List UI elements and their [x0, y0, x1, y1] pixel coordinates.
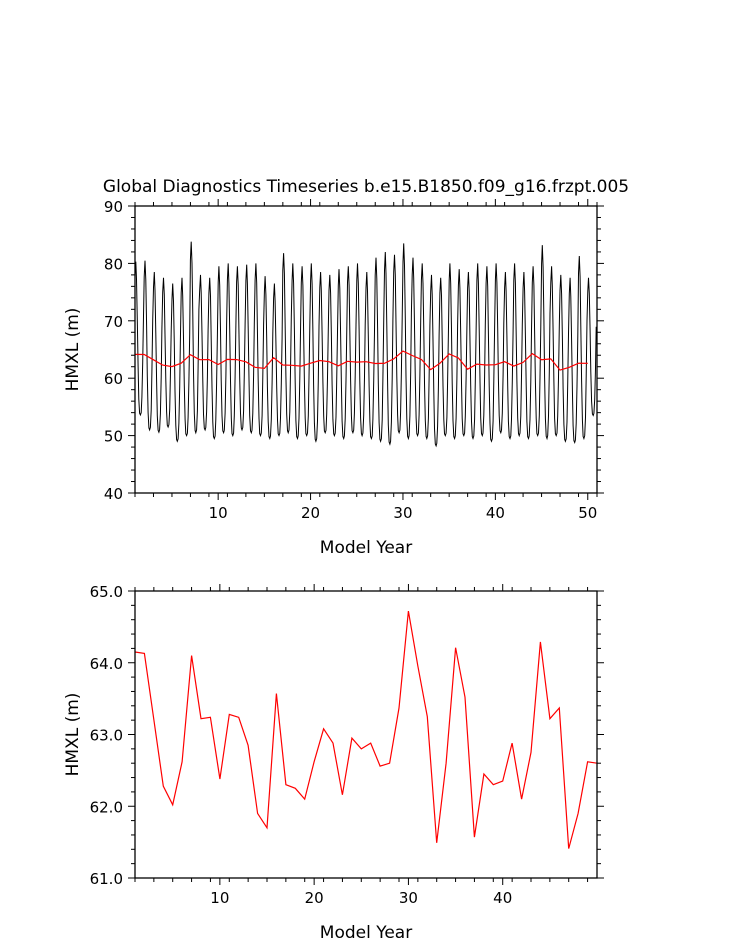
y-tick-label: 80 — [104, 255, 123, 273]
x-tick-label: 10 — [210, 889, 229, 907]
x-tick-label: 40 — [486, 504, 505, 522]
bottom-y-axis-label: HMXL (m) — [63, 693, 83, 777]
series-line-0 — [134, 610, 598, 849]
y-tick-label: 50 — [104, 428, 123, 446]
x-tick-label: 20 — [305, 889, 324, 907]
y-tick-label: 62.0 — [90, 798, 123, 816]
bottom-panel: 61.062.063.064.065.010 20 30 40 Model Year … — [63, 583, 604, 943]
x-tick-label: 20 — [301, 504, 320, 522]
x-tick-label: 30 — [399, 889, 418, 907]
y-tick-label: 40 — [104, 485, 123, 503]
series-line-1 — [134, 350, 588, 371]
y-tick-label: 63.0 — [90, 727, 123, 745]
chart-title: Global Diagnostics Timeseries b.e15.B185… — [103, 177, 629, 197]
y-tick-label: 64.0 — [90, 655, 123, 673]
top-plot-frame — [134, 205, 598, 494]
y-tick-label: 65.0 — [90, 583, 123, 601]
x-tick-label: 30 — [393, 504, 412, 522]
series-line-0 — [134, 241, 597, 448]
bottom-x-axis-label: Model Year — [320, 923, 412, 943]
top-y-axis-label: HMXL (m) — [63, 308, 83, 392]
top-x-axis-label: Model Year — [320, 538, 412, 558]
y-tick-label: 61.0 — [90, 870, 123, 888]
y-tick-label: 70 — [104, 313, 123, 331]
y-tick-label: 90 — [104, 198, 123, 216]
x-tick-label: 50 — [578, 504, 597, 522]
top-panel: 40 50 60 70 80 90 10 20 30 40 50 Model Year HMXL (… — [63, 198, 604, 558]
x-tick-label: 40 — [493, 889, 512, 907]
bottom-plot-frame — [134, 590, 598, 879]
y-tick-label: 60 — [104, 370, 123, 388]
x-tick-label: 10 — [209, 504, 228, 522]
